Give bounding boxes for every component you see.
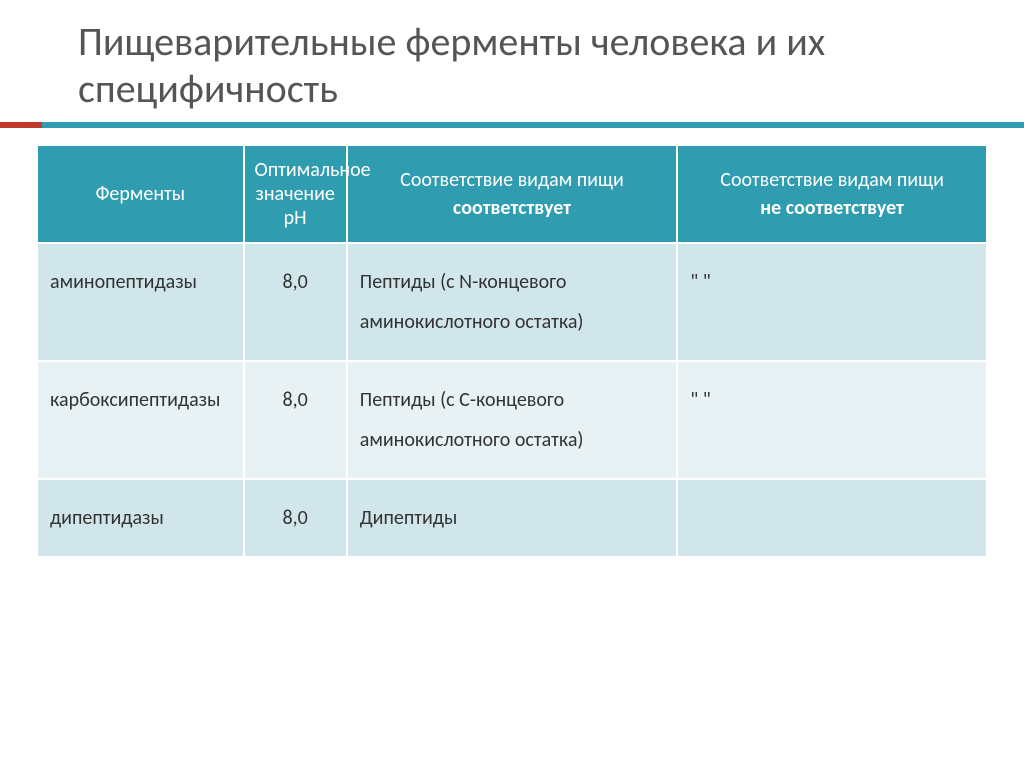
- cell-ph: 8,0: [244, 243, 347, 361]
- slide-title: Пищеварительные ферменты человека и их с…: [0, 0, 1024, 112]
- cell-match: Дипептиды: [347, 479, 677, 557]
- accent-divider-red: [0, 122, 42, 128]
- table-row: дипептидазы 8,0 Дипептиды: [37, 479, 987, 557]
- cell-ph: 8,0: [244, 479, 347, 557]
- th-nomatch-top: Соответствие видам пищи: [720, 168, 944, 192]
- th-nomatch: Соответствие видам пищи не соответствует: [677, 145, 987, 243]
- table-container: Ферменты Оптимальное значение рH Соответ…: [0, 128, 1024, 558]
- cell-nomatch: " ": [677, 361, 987, 479]
- th-match-top: Соответствие видам пищи: [400, 168, 624, 192]
- cell-enzyme: дипептидазы: [37, 479, 244, 557]
- cell-enzyme: карбоксипептидазы: [37, 361, 244, 479]
- th-ph: Оптимальное значение рH: [244, 145, 347, 243]
- table-row: аминопептидазы 8,0 Пептиды (с N-концевог…: [37, 243, 987, 361]
- cell-match: Пептиды (с N-концевого аминокислотного о…: [347, 243, 677, 361]
- th-nomatch-bottom: не соответствует: [688, 196, 976, 220]
- table-row: карбоксипептидазы 8,0 Пептиды (с С-конце…: [37, 361, 987, 479]
- cell-nomatch: " ": [677, 243, 987, 361]
- accent-divider: [0, 122, 1024, 128]
- cell-match: Пептиды (с С-концевого аминокислотного о…: [347, 361, 677, 479]
- cell-ph: 8,0: [244, 361, 347, 479]
- cell-nomatch: [677, 479, 987, 557]
- th-match: Соответствие видам пищи соответствует: [347, 145, 677, 243]
- enzymes-table: Ферменты Оптимальное значение рH Соответ…: [36, 144, 988, 558]
- cell-enzyme: аминопептидазы: [37, 243, 244, 361]
- th-match-bottom: соответствует: [358, 196, 666, 220]
- table-header-row: Ферменты Оптимальное значение рH Соответ…: [37, 145, 987, 243]
- th-enzyme: Ферменты: [37, 145, 244, 243]
